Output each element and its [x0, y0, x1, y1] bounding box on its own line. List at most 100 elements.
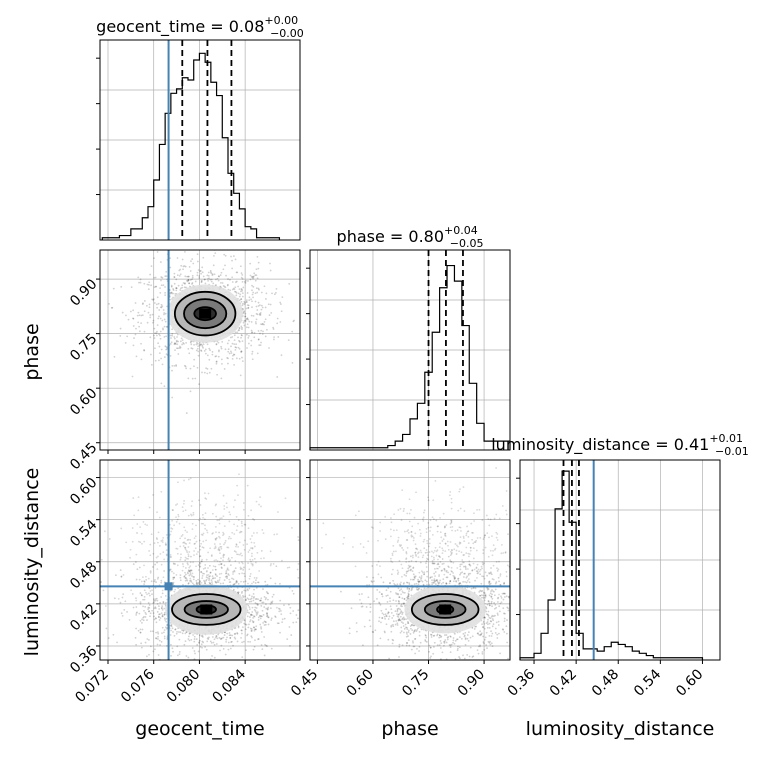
sample-point: [224, 286, 227, 289]
sample-point: [157, 635, 159, 638]
sample-point: [391, 638, 394, 641]
sample-point: [487, 610, 490, 613]
sample-point: [233, 343, 236, 346]
sample-point: [161, 615, 164, 618]
sample-point: [175, 289, 178, 292]
sample-point: [389, 582, 391, 584]
sample-point: [403, 598, 406, 600]
sample-point: [140, 594, 143, 597]
sample-point: [203, 278, 206, 281]
sample-point: [155, 556, 158, 559]
sample-point: [170, 341, 173, 344]
sample-point: [457, 578, 459, 580]
sample-point: [438, 546, 441, 549]
sample-point: [204, 492, 206, 495]
sample-point: [272, 563, 275, 565]
sample-point: [163, 635, 166, 638]
sample-point: [149, 590, 152, 592]
sample-point: [213, 547, 216, 550]
sample-point: [186, 562, 189, 565]
sample-point: [193, 343, 195, 346]
sample-point: [472, 655, 475, 658]
sample-point: [398, 589, 401, 592]
sample-point: [413, 575, 416, 578]
sample-point: [134, 333, 137, 336]
sample-point: [188, 282, 191, 285]
sample-point: [219, 536, 221, 539]
sample-point: [228, 578, 231, 581]
sample-point: [397, 613, 400, 616]
sample-point: [443, 568, 446, 571]
sample-point: [237, 329, 240, 332]
sample-point: [305, 293, 307, 295]
sample-point: [204, 564, 207, 566]
sample-point: [408, 590, 410, 593]
sample-point: [120, 575, 123, 578]
sample-point: [415, 582, 418, 585]
sample-point: [154, 359, 157, 362]
y-tick-label: 0.90: [67, 276, 100, 309]
sample-point: [178, 653, 181, 655]
sample-point: [243, 523, 246, 526]
sample-point: [165, 549, 168, 551]
sample-point: [194, 547, 197, 550]
sample-point: [160, 276, 163, 278]
sample-point: [172, 631, 174, 633]
sample-point: [263, 323, 265, 326]
sample-point: [142, 521, 145, 523]
sample-point: [254, 321, 257, 323]
sample-point: [163, 356, 166, 358]
sample-point: [196, 643, 199, 646]
sample-point: [503, 617, 506, 620]
sample-point: [179, 537, 182, 540]
xlabel-luminosity-distance: luminosity_distance: [526, 718, 715, 740]
sample-point: [540, 575, 542, 577]
sample-point: [443, 642, 446, 644]
sample-point: [252, 532, 255, 534]
sample-point: [185, 557, 188, 560]
sample-point: [145, 578, 148, 581]
sample-point: [256, 352, 259, 355]
sample-point: [234, 567, 237, 570]
sample-point: [210, 579, 213, 581]
sample-point: [264, 623, 267, 626]
sample-point: [254, 292, 257, 295]
sample-point: [392, 625, 395, 628]
sample-point: [201, 371, 203, 374]
sample-point: [100, 558, 103, 561]
sample-point: [200, 560, 203, 563]
sample-point: [159, 601, 162, 604]
sample-point: [255, 287, 258, 290]
sample-point: [398, 619, 401, 622]
y-tick-label: 0.45: [67, 440, 100, 473]
sample-point: [390, 612, 393, 614]
sample-point: [162, 327, 164, 330]
sample-point: [495, 513, 498, 516]
x-tick-label: 0.36: [505, 666, 538, 699]
sample-point: [235, 581, 237, 584]
sample-point: [241, 295, 244, 298]
sample-point: [451, 525, 454, 528]
sample-point: [237, 553, 240, 556]
sample-point: [251, 300, 253, 303]
sample-point: [468, 655, 471, 658]
sample-point: [414, 628, 416, 631]
sample-point: [266, 613, 269, 616]
sample-point: [505, 625, 508, 628]
sample-point: [229, 278, 231, 281]
sample-point: [487, 555, 490, 558]
sample-point: [189, 570, 191, 573]
sample-point: [232, 287, 235, 290]
sample-point: [233, 334, 236, 337]
sample-point: [417, 583, 420, 586]
sample-point: [279, 582, 281, 585]
sample-point: [263, 285, 266, 288]
sample-point: [250, 562, 253, 565]
sample-point: [192, 578, 195, 581]
sample-point: [191, 522, 194, 525]
sample-point: [156, 610, 159, 613]
sample-point: [195, 565, 197, 568]
sample-point: [159, 330, 162, 333]
sample-point: [420, 577, 423, 579]
sample-point: [156, 306, 159, 309]
